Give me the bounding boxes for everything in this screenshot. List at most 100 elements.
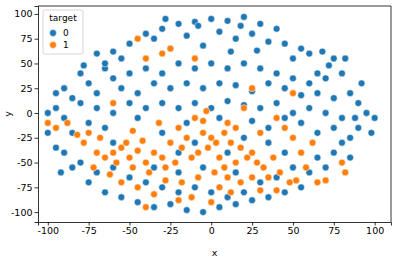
point — [257, 179, 264, 186]
point — [249, 85, 256, 92]
tick-mark — [35, 14, 39, 15]
point — [330, 124, 337, 131]
point — [216, 80, 223, 87]
point — [183, 80, 190, 87]
point — [347, 154, 354, 161]
plot-background — [38, 6, 391, 222]
point — [200, 85, 207, 92]
point — [183, 32, 190, 39]
point — [156, 120, 163, 127]
point — [265, 174, 272, 181]
point — [200, 118, 207, 125]
point — [286, 179, 293, 186]
point — [162, 164, 169, 171]
point — [276, 169, 283, 176]
point — [53, 90, 60, 97]
point — [325, 62, 332, 69]
point — [167, 139, 174, 146]
point — [129, 164, 136, 171]
point — [80, 62, 87, 69]
point — [339, 159, 346, 166]
point — [97, 134, 104, 141]
point — [319, 48, 326, 55]
point — [146, 169, 153, 176]
point — [183, 120, 190, 127]
point — [126, 174, 133, 181]
point — [64, 120, 71, 127]
point — [110, 48, 117, 55]
point — [113, 159, 120, 166]
points — [44, 13, 378, 215]
point — [290, 164, 297, 171]
point — [167, 45, 174, 52]
point — [200, 42, 207, 49]
point — [134, 147, 141, 154]
tick: -25 — [163, 222, 179, 236]
point — [93, 50, 100, 57]
point — [195, 174, 202, 181]
tick-label: -75 — [81, 225, 97, 236]
legend-title: target — [49, 13, 77, 23]
tick-mark — [35, 187, 39, 188]
point — [290, 90, 297, 97]
spine-top — [38, 6, 391, 7]
point — [107, 171, 114, 178]
chart: -100-75-50-250255075100-100-75-50-250255… — [0, 0, 397, 262]
point — [273, 187, 280, 194]
point — [134, 199, 141, 206]
point — [257, 187, 264, 194]
tick-mark — [35, 163, 39, 164]
tick-label: 75 — [328, 225, 340, 236]
tick-label: 50 — [287, 225, 299, 236]
tick: 0 — [209, 222, 215, 236]
spine-right — [391, 6, 392, 222]
point — [358, 80, 365, 87]
tick: 50 — [287, 222, 299, 236]
point — [232, 82, 239, 89]
point — [85, 179, 92, 186]
point — [306, 50, 313, 57]
point — [330, 149, 337, 156]
point — [241, 60, 248, 67]
point — [322, 164, 329, 171]
point — [175, 197, 182, 204]
tick: -100 — [38, 222, 60, 236]
point — [77, 70, 84, 77]
point — [273, 25, 280, 32]
point — [162, 15, 169, 22]
point — [77, 159, 84, 166]
point — [270, 154, 277, 161]
point — [151, 204, 158, 211]
point — [191, 115, 198, 122]
tick-label: 25 — [20, 83, 32, 94]
tick: -50 — [17, 157, 38, 168]
point — [102, 189, 109, 196]
point — [126, 154, 133, 161]
point — [134, 35, 141, 42]
point — [93, 149, 100, 156]
point — [322, 75, 329, 82]
point — [142, 65, 149, 72]
point — [339, 70, 346, 77]
point — [69, 164, 76, 171]
point — [188, 194, 195, 201]
legend-label: 1 — [63, 40, 69, 50]
point — [314, 70, 321, 77]
point — [57, 169, 64, 176]
point — [159, 70, 166, 77]
legend-label: 0 — [63, 28, 69, 38]
point — [44, 120, 51, 127]
tick: 75 — [20, 33, 38, 44]
legend-marker — [50, 30, 57, 37]
tick-label: -75 — [17, 182, 33, 193]
point — [330, 55, 337, 62]
point — [342, 55, 349, 62]
point — [208, 60, 215, 67]
point — [216, 28, 223, 35]
point — [44, 110, 51, 117]
point — [191, 139, 198, 146]
tick-label: 25 — [247, 225, 259, 236]
series-1 — [44, 35, 348, 210]
tick-label: 100 — [366, 225, 384, 236]
point — [208, 15, 215, 22]
